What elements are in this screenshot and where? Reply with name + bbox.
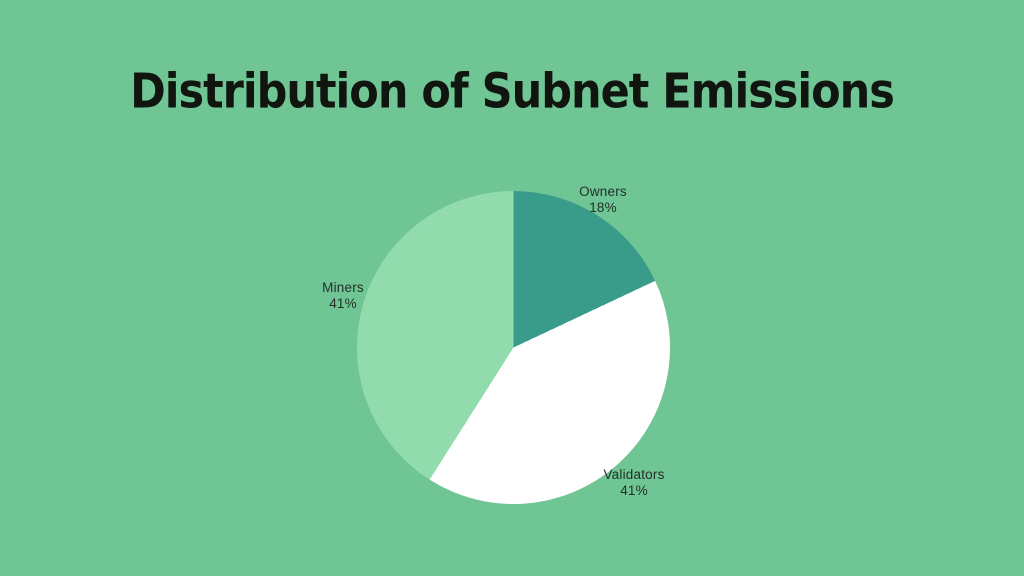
- pie-label-miners-percent: 41%: [329, 296, 357, 311]
- pie-label-owners-name: Owners: [579, 184, 627, 199]
- pie-chart: [357, 191, 670, 504]
- pie-label-validators-name: Validators: [603, 467, 665, 482]
- chart-title: Distribution of Subnet Emissions: [130, 64, 895, 120]
- pie-label-miners-name: Miners: [322, 280, 364, 295]
- pie-label-validators: Validators 41%: [579, 467, 689, 499]
- pie-label-validators-percent: 41%: [620, 483, 648, 498]
- pie-label-owners-percent: 18%: [589, 200, 617, 215]
- pie-label-owners: Owners 18%: [548, 184, 658, 216]
- pie-label-miners: Miners 41%: [288, 280, 398, 312]
